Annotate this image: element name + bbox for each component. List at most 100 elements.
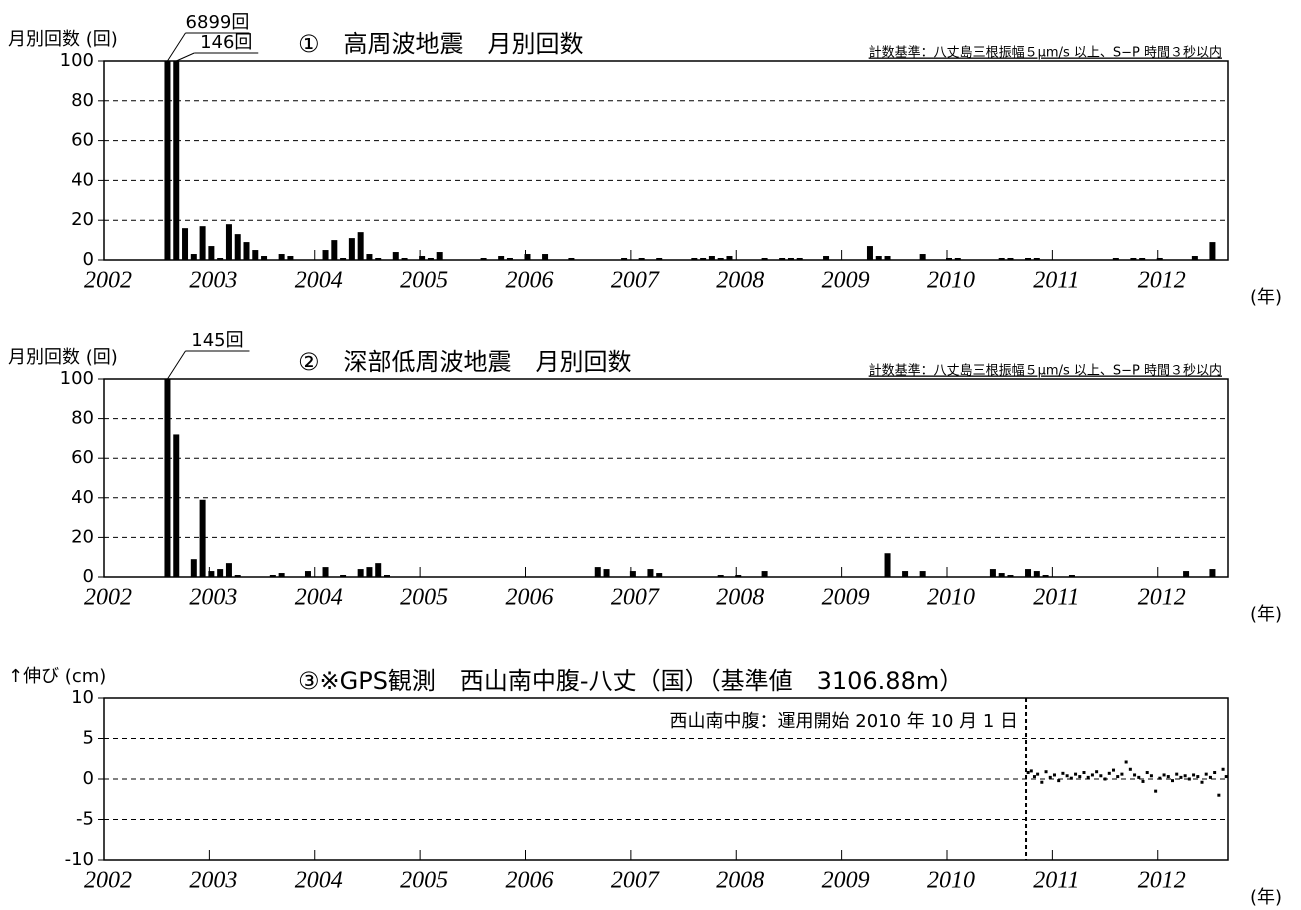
y-tick-label: 10 (71, 687, 94, 708)
plot (164, 379, 1216, 577)
y-tick-label: 0 (83, 249, 94, 270)
point (1224, 775, 1228, 779)
x-tick-label: 2004 (295, 585, 343, 611)
bar (568, 258, 575, 260)
bar (1139, 258, 1146, 260)
plot (164, 61, 1216, 260)
point (1065, 774, 1069, 778)
x-tick-label: 2010 (927, 268, 975, 294)
point (1061, 771, 1065, 775)
bar (278, 254, 285, 260)
x-tick-label: 2012 (1138, 868, 1186, 894)
bar (656, 258, 663, 260)
bar (322, 250, 329, 260)
bar (331, 240, 338, 260)
bar (1209, 569, 1216, 577)
y-tick-label: 40 (71, 487, 94, 508)
bar (1183, 571, 1190, 577)
note: 計数基準：八丈島三根振幅５μm/s 以上、S−P 時間３秒以内 (869, 45, 1222, 61)
bar (998, 573, 1005, 577)
x-tick-label: 2006 (505, 868, 553, 894)
y-tick-label: 0 (83, 768, 94, 789)
bar (761, 571, 768, 577)
bar (234, 575, 241, 577)
x-axis-label: (年) (1250, 287, 1282, 308)
bar (603, 569, 610, 577)
bar (884, 256, 891, 260)
bar (340, 258, 347, 260)
y-tick-label: 60 (71, 130, 94, 151)
y-axis-label: 月別回数 (回) (8, 29, 118, 50)
x-tick-label: 2004 (295, 868, 343, 894)
x-tick-label: 2009 (822, 268, 870, 294)
point (1048, 775, 1052, 779)
bar (225, 224, 232, 260)
x-tick-label: 2006 (505, 585, 553, 611)
y-tick-label: 100 (60, 368, 94, 389)
point (1029, 769, 1033, 773)
bar (208, 246, 215, 260)
bar (375, 563, 382, 577)
bar (287, 256, 294, 260)
x-tick-label: 2007 (611, 585, 660, 611)
bar (884, 553, 891, 577)
bar (621, 258, 628, 260)
x-tick-label: 2011 (1033, 868, 1079, 894)
x-tick-label: 2002 (84, 868, 132, 894)
x-tick-label: 2008 (716, 268, 764, 294)
x-tick-label: 2010 (927, 868, 975, 894)
x-tick-label: 2012 (1138, 585, 1186, 611)
x-tick-label: 2008 (716, 585, 764, 611)
point (1175, 772, 1179, 776)
point (1052, 773, 1056, 777)
bar (1068, 575, 1075, 577)
x-tick-label: 2011 (1033, 585, 1079, 611)
y-tick-label: -10 (65, 849, 94, 870)
x-tick-label: 2005 (400, 268, 448, 294)
chart-title: ③※GPS観測 西山南中腹-八丈（国）（基準値 3106.88m） (298, 667, 963, 695)
point (1137, 775, 1141, 779)
bar (708, 256, 715, 260)
bar (1033, 258, 1040, 260)
bar (173, 61, 180, 260)
bar (1007, 575, 1014, 577)
bar (954, 258, 961, 260)
bar (392, 252, 399, 260)
bar (866, 246, 873, 260)
bar (902, 571, 909, 577)
bar (691, 258, 698, 260)
bar (199, 226, 206, 260)
bar (945, 258, 952, 260)
point (1183, 774, 1187, 778)
bar (998, 258, 1005, 260)
note: 計数基準：八丈島三根振幅５μm/s 以上、S−P 時間３秒以内 (869, 363, 1222, 379)
x-tick-label: 2005 (400, 868, 448, 894)
bar (322, 567, 329, 577)
bar (1025, 258, 1032, 260)
point (1145, 771, 1149, 775)
bar (252, 250, 259, 260)
bar (1112, 258, 1119, 260)
bar (779, 258, 786, 260)
bar (498, 256, 505, 260)
x-tick-label: 2002 (84, 585, 132, 611)
point (1057, 779, 1061, 783)
plot-frame (103, 697, 1229, 861)
y-tick-label: 100 (60, 50, 94, 71)
point (1099, 774, 1103, 778)
x-axis-label: (年) (1250, 604, 1282, 625)
point (1162, 773, 1166, 777)
y-tick-label: 0 (83, 566, 94, 587)
y-tick-label: 5 (83, 728, 94, 749)
point (1192, 773, 1196, 777)
bar (1033, 571, 1040, 577)
y-axis-label: ↑伸び (cm) (8, 666, 106, 687)
bar (875, 256, 882, 260)
bar (269, 575, 276, 577)
bar (217, 569, 224, 577)
bar (700, 258, 707, 260)
bar (164, 379, 171, 577)
point (1196, 775, 1200, 779)
